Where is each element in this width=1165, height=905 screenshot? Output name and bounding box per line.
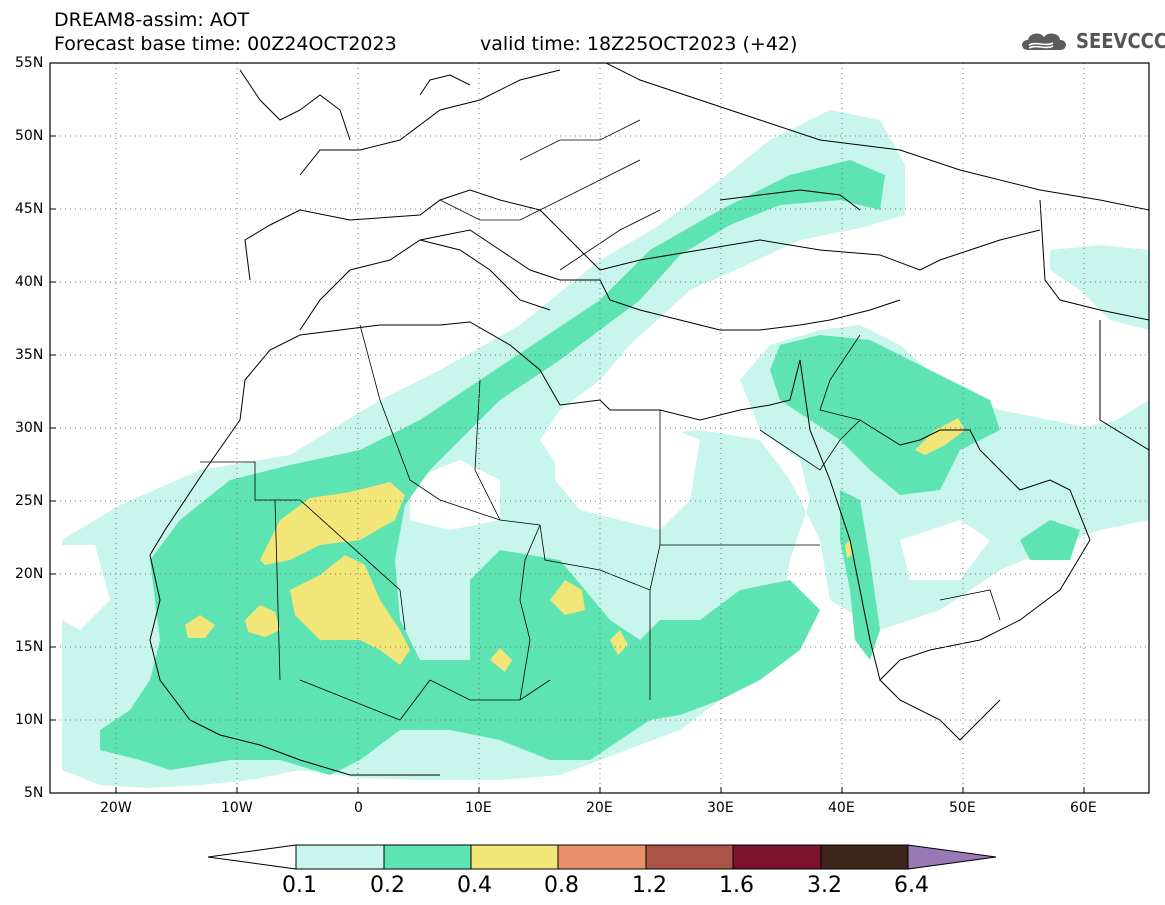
lat-label-10n: 10N (15, 712, 44, 728)
map-title: DREAM8-assim: AOT (54, 9, 250, 31)
colorbar-swatch-6 (820, 844, 909, 870)
aot-level-0.4 (185, 418, 965, 672)
colorbar-under-triangle (207, 844, 297, 870)
lat-label-5n: 5N (24, 785, 44, 801)
lat-label-20n: 20N (15, 566, 44, 582)
lat-label-15n: 15N (15, 639, 44, 655)
colorbar-swatch-1 (383, 844, 472, 870)
cloud-icon (1022, 33, 1066, 50)
colorbar-swatch-2 (470, 844, 559, 870)
lon-label-60e: 60E (1070, 800, 1097, 816)
aot-level-0.2 (100, 160, 1080, 775)
country-borders (200, 119, 1001, 721)
colorbar-label-3: 0.8 (544, 873, 579, 898)
lat-label-50n: 50N (15, 128, 44, 144)
colorbar-swatch-3 (557, 844, 647, 870)
lon-label-10w: 10W (221, 800, 253, 816)
colorbar-swatch-5 (732, 844, 822, 870)
lon-label-50e: 50E (949, 800, 976, 816)
lat-label-30n: 30N (15, 420, 44, 436)
valid-time: valid time: 18Z25OCT2023 (+42) (480, 33, 798, 55)
lon-label-20w: 20W (100, 800, 132, 816)
lon-label-0: 0 (354, 800, 363, 816)
tick-marks (50, 62, 1085, 793)
colorbar-label-6: 3.2 (807, 873, 842, 898)
lat-label-45n: 45N (15, 201, 44, 217)
colorbar-swatch-4 (645, 844, 734, 870)
seevccc-logo: SEEVCCC (1018, 27, 1165, 55)
colorbar-label-0: 0.1 (282, 873, 317, 898)
lat-label-55n: 55N (15, 55, 44, 71)
colorbar-label-1: 0.2 (370, 873, 405, 898)
lon-label-40e: 40E (828, 800, 855, 816)
logo-text: SEEVCCC (1076, 29, 1165, 53)
aot-fields (62, 110, 1149, 788)
colorbar (207, 844, 997, 870)
colorbar-label-2: 0.4 (457, 873, 492, 898)
lat-label-35n: 35N (15, 347, 44, 363)
lat-label-40n: 40N (15, 274, 44, 290)
lon-label-20e: 20E (586, 800, 613, 816)
colorbar-label-4: 1.2 (632, 873, 667, 898)
forecast-base-time: Forecast base time: 00Z24OCT2023 (54, 33, 397, 55)
lon-label-10e: 10E (465, 800, 492, 816)
lat-label-25n: 25N (15, 493, 44, 509)
colorbar-over-triangle (907, 844, 997, 870)
lon-label-30e: 30E (707, 800, 734, 816)
coastlines (149, 63, 1149, 776)
colorbar-label-7: 6.4 (894, 873, 929, 898)
grid-lines (50, 63, 1149, 793)
colorbar-swatch-0 (295, 844, 385, 870)
colorbar-label-5: 1.6 (719, 873, 754, 898)
